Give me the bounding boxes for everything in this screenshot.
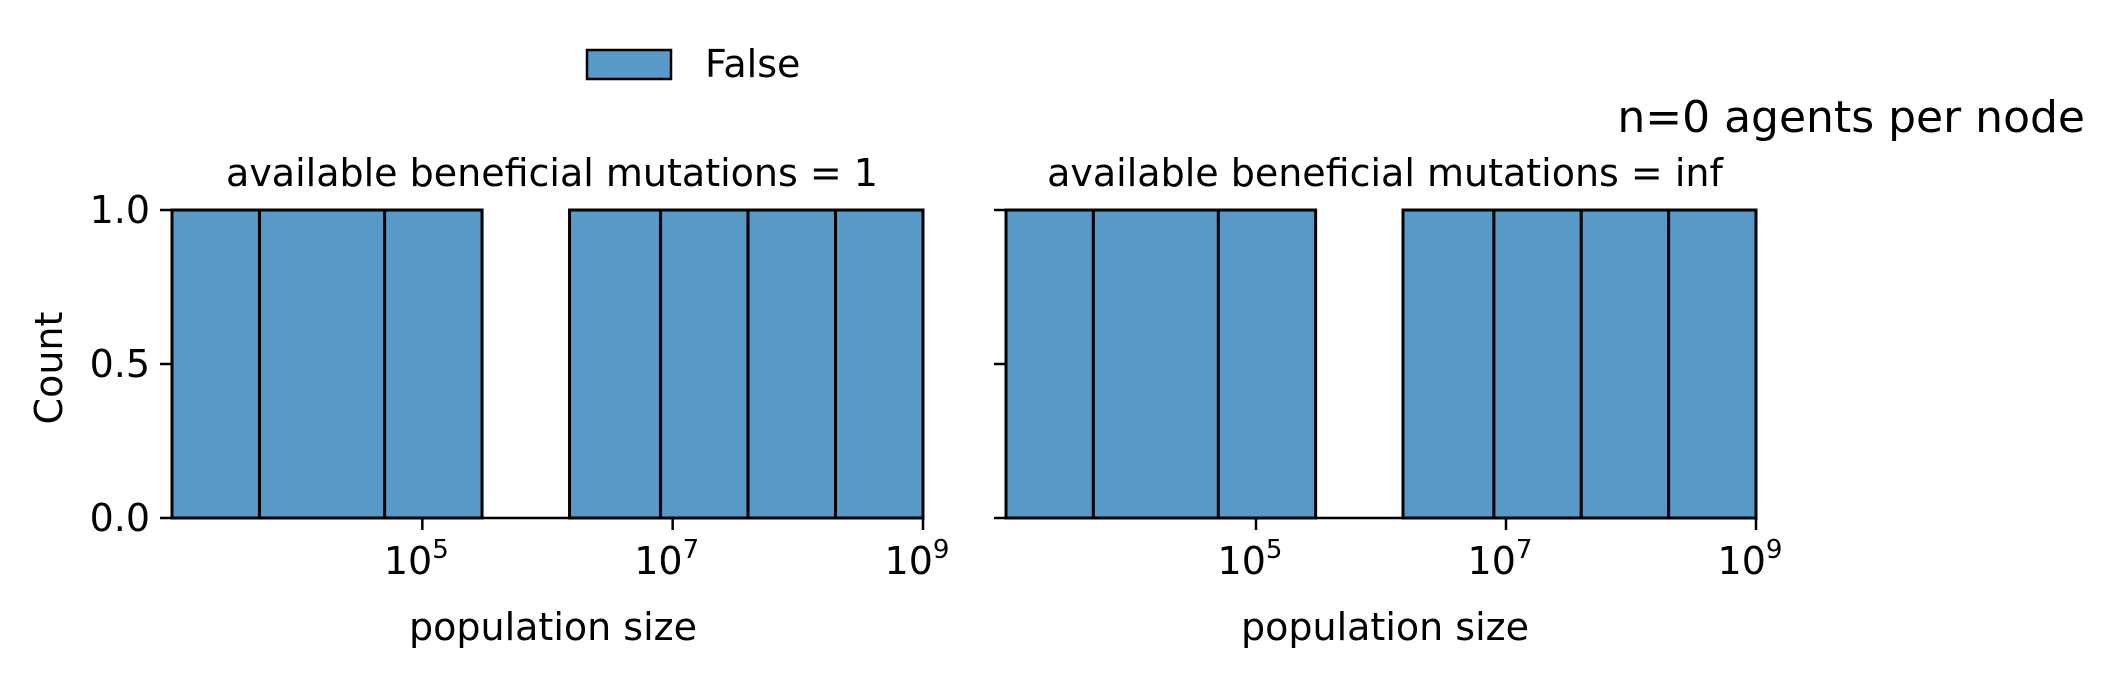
panel-1-bars: [170, 208, 925, 520]
panel-2-bar-2: [1091, 208, 1220, 520]
panel-2-bar-5: [1401, 208, 1496, 520]
panel-2-xtick-label-3: 109: [1718, 535, 1783, 583]
panel-1-bar-5: [568, 208, 663, 520]
panel-2-axes: 105 107 109: [994, 208, 1783, 583]
figure-suptitle: n=0 agents per node: [1617, 92, 2085, 143]
panel-2-bar-6: [1492, 208, 1583, 520]
panel-1-ytick-label-1: 0.0: [90, 496, 150, 540]
panel-1-xtick-label-1: 105: [384, 535, 449, 583]
panel-2-bars: [1004, 208, 1758, 520]
panel-2-xtick-label-1: 105: [1218, 535, 1283, 583]
panel-2-bar-7: [1579, 208, 1671, 520]
panel-1-bar-8: [834, 208, 925, 520]
panel-1-xlabel: population size: [409, 605, 697, 649]
legend-label-false: False: [705, 42, 800, 86]
panel-1-xtick-label-3: 109: [885, 535, 950, 583]
panel-1-ylabel: Count: [27, 312, 71, 425]
panel-1-ytick-label-3: 1.0: [90, 188, 150, 232]
panel-1-bar-7: [746, 208, 838, 520]
panel-2-xtick-label-2: 107: [1468, 535, 1533, 583]
panel-1-ytick-label-2: 0.5: [90, 342, 150, 386]
panel-2-bar-8: [1667, 208, 1758, 520]
panel-1-axes: 0.0 0.5 1.0 105 107 109: [90, 188, 950, 583]
panel-1-bar-1: [170, 208, 261, 520]
panel-2-bar-3: [1216, 208, 1318, 520]
panel-1-bar-3: [383, 208, 484, 520]
legend: False: [585, 42, 800, 86]
panel-1-title: available beneficial mutations = 1: [226, 151, 878, 195]
panel-1-bar-2: [257, 208, 387, 520]
panel-2: available beneficial mutations = inf 105…: [994, 151, 1782, 649]
panel-2-bar-1: [1004, 208, 1095, 520]
panel-1-xtick-label-2: 107: [634, 535, 699, 583]
panel-2-xlabel: population size: [1241, 605, 1529, 649]
panel-2-title: available beneficial mutations = inf: [1047, 151, 1724, 195]
legend-swatch-false: [585, 48, 673, 81]
panel-1: available beneficial mutations = 1 0.00.…: [27, 151, 949, 649]
panel-1-bar-6: [659, 208, 750, 520]
